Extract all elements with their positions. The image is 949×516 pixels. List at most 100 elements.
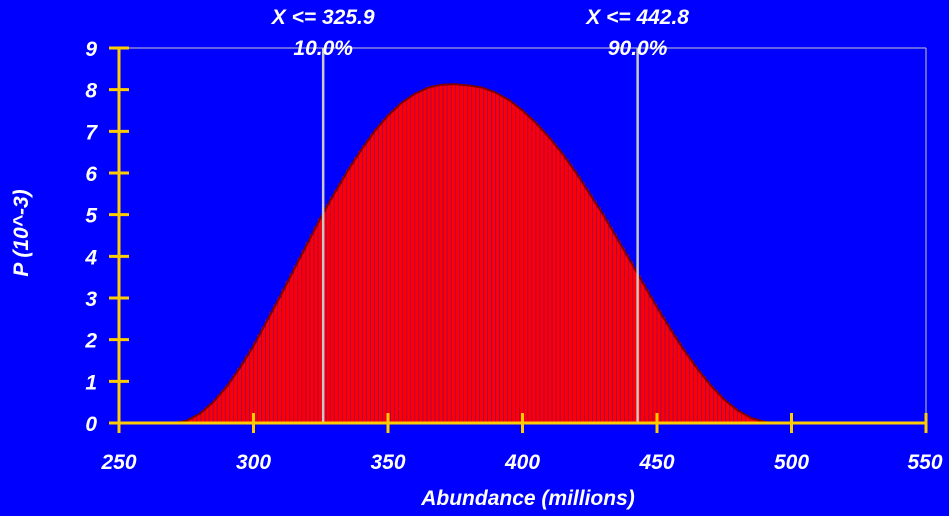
histogram-bar (503, 97, 509, 424)
y-tick-label: 6 (85, 163, 97, 186)
histogram-bar (228, 379, 234, 424)
histogram-bar (220, 390, 226, 424)
density-curve (172, 83, 792, 424)
percentile-marker-percent: 90.0% (608, 37, 668, 60)
y-tick-label: 3 (85, 288, 97, 311)
histogram-bar (317, 218, 323, 424)
histogram-bar (458, 84, 464, 424)
histogram-bar (382, 119, 387, 424)
histogram-bar (624, 254, 630, 424)
histogram-bar (479, 87, 484, 424)
histogram-bar (442, 84, 448, 424)
histogram-bar (237, 368, 242, 424)
histogram-bar (539, 129, 545, 424)
histogram-bar (273, 304, 279, 424)
density-curve-line (172, 83, 792, 424)
histogram-bar (281, 289, 287, 424)
histogram-bar (450, 84, 456, 424)
histogram-bar (676, 342, 682, 424)
histogram-bar (555, 148, 561, 424)
histogram-bar (414, 92, 420, 424)
histogram-bar (567, 164, 573, 424)
histogram-bar (337, 183, 343, 424)
histogram-bar (717, 394, 722, 424)
histogram-bar (305, 242, 311, 424)
histogram-bar (656, 310, 662, 424)
histogram-bar (709, 385, 714, 424)
y-tick-label: 9 (85, 38, 97, 61)
axes (109, 46, 928, 433)
histogram-bar (612, 233, 617, 424)
y-tick-label: 8 (85, 80, 97, 103)
histogram-bar (362, 145, 367, 424)
histogram-bar (652, 303, 658, 424)
y-tick-label: 2 (84, 330, 97, 353)
histogram-bar (269, 311, 274, 424)
histogram-bar (527, 117, 533, 424)
histogram-bar (350, 163, 355, 424)
histogram-bar (584, 188, 589, 424)
histogram-bar (208, 403, 214, 424)
histogram-bar (693, 365, 698, 424)
histogram-bar (224, 385, 230, 424)
histogram-bar (386, 114, 391, 424)
histogram-bar (697, 371, 702, 424)
histogram-bar (515, 106, 521, 424)
histogram-bar (628, 261, 634, 424)
histogram-bar (341, 176, 347, 424)
histogram-bar (418, 90, 424, 424)
histogram-bar (463, 84, 468, 424)
histogram-bar (608, 226, 613, 424)
histogram-bar (426, 87, 432, 424)
histogram-bar (309, 234, 315, 424)
histogram-bar (668, 329, 674, 424)
histogram-bars (172, 84, 779, 424)
histogram-bar (410, 94, 416, 424)
histogram-bar (499, 95, 504, 424)
x-tick-label: 300 (236, 451, 271, 474)
histogram-bar (580, 182, 585, 424)
histogram-bar (701, 376, 706, 424)
histogram-bar (543, 133, 549, 424)
histogram-bar (672, 336, 678, 424)
percentile-marker-label: X <= 442.8 (585, 6, 689, 29)
tick-labels: 0 1 2 3 4 5 6 7 8 9 250 300 350 400 450 500 550 (84, 38, 943, 474)
x-tick-label: 500 (774, 451, 809, 474)
y-tick-label: 0 (85, 413, 97, 436)
histogram-bar (600, 213, 605, 424)
histogram-bar (261, 326, 266, 424)
histogram-bar (398, 103, 404, 424)
histogram-bar (293, 265, 299, 424)
x-tick-label: 350 (370, 451, 405, 474)
y-tick-label: 4 (84, 246, 97, 269)
histogram-bar (620, 247, 626, 424)
histogram-bar (434, 85, 440, 424)
histogram-bar (406, 97, 412, 424)
histogram-bar (535, 124, 541, 424)
histogram-bar (394, 107, 400, 424)
histogram-bar (467, 85, 472, 424)
histogram-bar (454, 84, 460, 424)
histogram-bar (446, 84, 452, 424)
histogram-bar (402, 100, 408, 424)
histogram-bar (366, 139, 371, 424)
histogram-bar (438, 84, 444, 424)
histogram-bar (390, 110, 396, 424)
histogram-bar (531, 120, 537, 424)
histogram-bar (604, 220, 609, 424)
histogram-bar (329, 197, 335, 424)
plot-border (119, 47, 927, 423)
histogram-bar (495, 93, 500, 424)
y-tick-label: 5 (85, 205, 97, 228)
y-tick-label: 7 (85, 121, 98, 144)
x-tick-label: 450 (638, 451, 674, 474)
histogram-bar (592, 200, 597, 424)
x-tick-label: 250 (100, 451, 136, 474)
histogram-bar (721, 398, 726, 424)
histogram-bar (632, 268, 638, 424)
histogram-bar (559, 153, 565, 424)
histogram-bar (725, 402, 730, 424)
histogram-bar (233, 373, 238, 424)
histogram-bar (297, 257, 303, 424)
